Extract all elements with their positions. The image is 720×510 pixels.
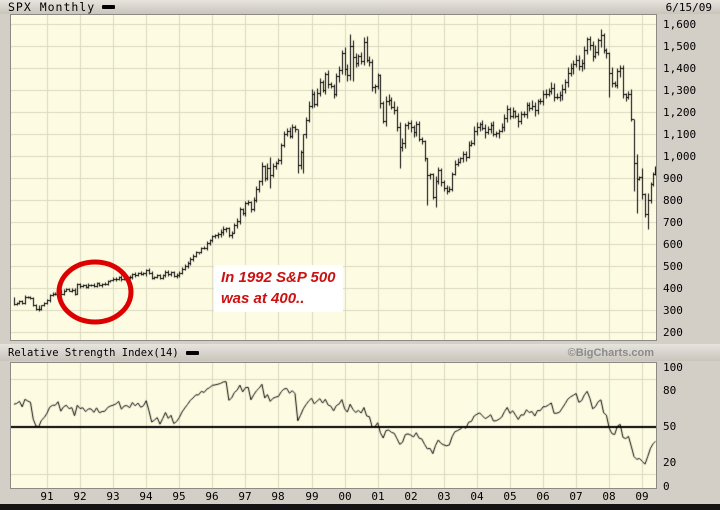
y-tick-label: 900	[663, 172, 683, 185]
bigcharts-copyright: ©BigCharts.com	[567, 346, 654, 359]
x-tick-label: 93	[106, 490, 120, 503]
y-tick-label: 50	[663, 420, 677, 433]
x-tick-label: 92	[73, 490, 87, 503]
rsi-panel-header: Relative Strength Index(14) ©BigCharts.c…	[0, 344, 720, 361]
rsi-panel-title: Relative Strength Index(14)	[8, 346, 179, 359]
collapse-rsi-panel-icon[interactable]	[185, 350, 199, 355]
x-tick-label: 05	[503, 490, 517, 503]
y-tick-label: 1,000	[663, 150, 697, 163]
x-tick-label: 03	[437, 490, 451, 503]
y-tick-label: 0	[663, 480, 670, 493]
price-plot-area: In 1992 S&P 500 was at 400..	[10, 14, 657, 341]
x-tick-label: 09	[635, 490, 649, 503]
y-tick-label: 200	[663, 326, 683, 339]
y-tick-label: 600	[663, 238, 683, 251]
bottom-edge-bar	[0, 504, 720, 510]
annotation-note: In 1992 S&P 500 was at 400..	[214, 265, 343, 312]
x-tick-label: 91	[40, 490, 54, 503]
price-panel-header: SPX Monthly 6/15/09	[0, 0, 720, 14]
rsi-chart-canvas	[11, 363, 656, 488]
y-tick-label: 1,200	[663, 106, 697, 119]
y-tick-label: 1,300	[663, 84, 697, 97]
x-tick-label: 00	[338, 490, 352, 503]
x-tick-label: 96	[205, 490, 219, 503]
y-tick-label: 20	[663, 456, 677, 469]
x-tick-label: 98	[271, 490, 285, 503]
y-tick-label: 700	[663, 216, 683, 229]
x-tick-label: 99	[305, 490, 319, 503]
x-tick-label: 08	[602, 490, 616, 503]
y-tick-label: 400	[663, 282, 683, 295]
y-tick-label: 1,500	[663, 40, 697, 53]
collapse-price-panel-icon[interactable]	[102, 5, 116, 9]
y-tick-label: 80	[663, 384, 677, 397]
chart-date: 6/15/09	[665, 1, 712, 14]
annotation-line2: was at 400..	[221, 290, 305, 307]
y-tick-label: 800	[663, 194, 683, 207]
x-tick-label: 97	[238, 490, 252, 503]
x-tick-label: 94	[139, 490, 153, 503]
y-tick-label: 100	[663, 361, 683, 374]
x-tick-label: 95	[172, 490, 186, 503]
annotation-circle	[56, 259, 134, 325]
x-tick-label: 02	[404, 490, 418, 503]
y-tick-label: 300	[663, 304, 683, 317]
y-tick-label: 1,600	[663, 18, 697, 31]
x-tick-label: 07	[569, 490, 583, 503]
x-tick-label: 06	[536, 490, 550, 503]
y-tick-label: 1,400	[663, 62, 697, 75]
annotation-line1: In 1992 S&P 500	[221, 269, 336, 286]
x-tick-label: 04	[470, 490, 484, 503]
y-tick-label: 500	[663, 260, 683, 273]
rsi-plot-area	[10, 362, 657, 489]
y-tick-label: 1,100	[663, 128, 697, 141]
price-panel-title: SPX Monthly	[8, 0, 96, 14]
x-tick-label: 01	[371, 490, 385, 503]
